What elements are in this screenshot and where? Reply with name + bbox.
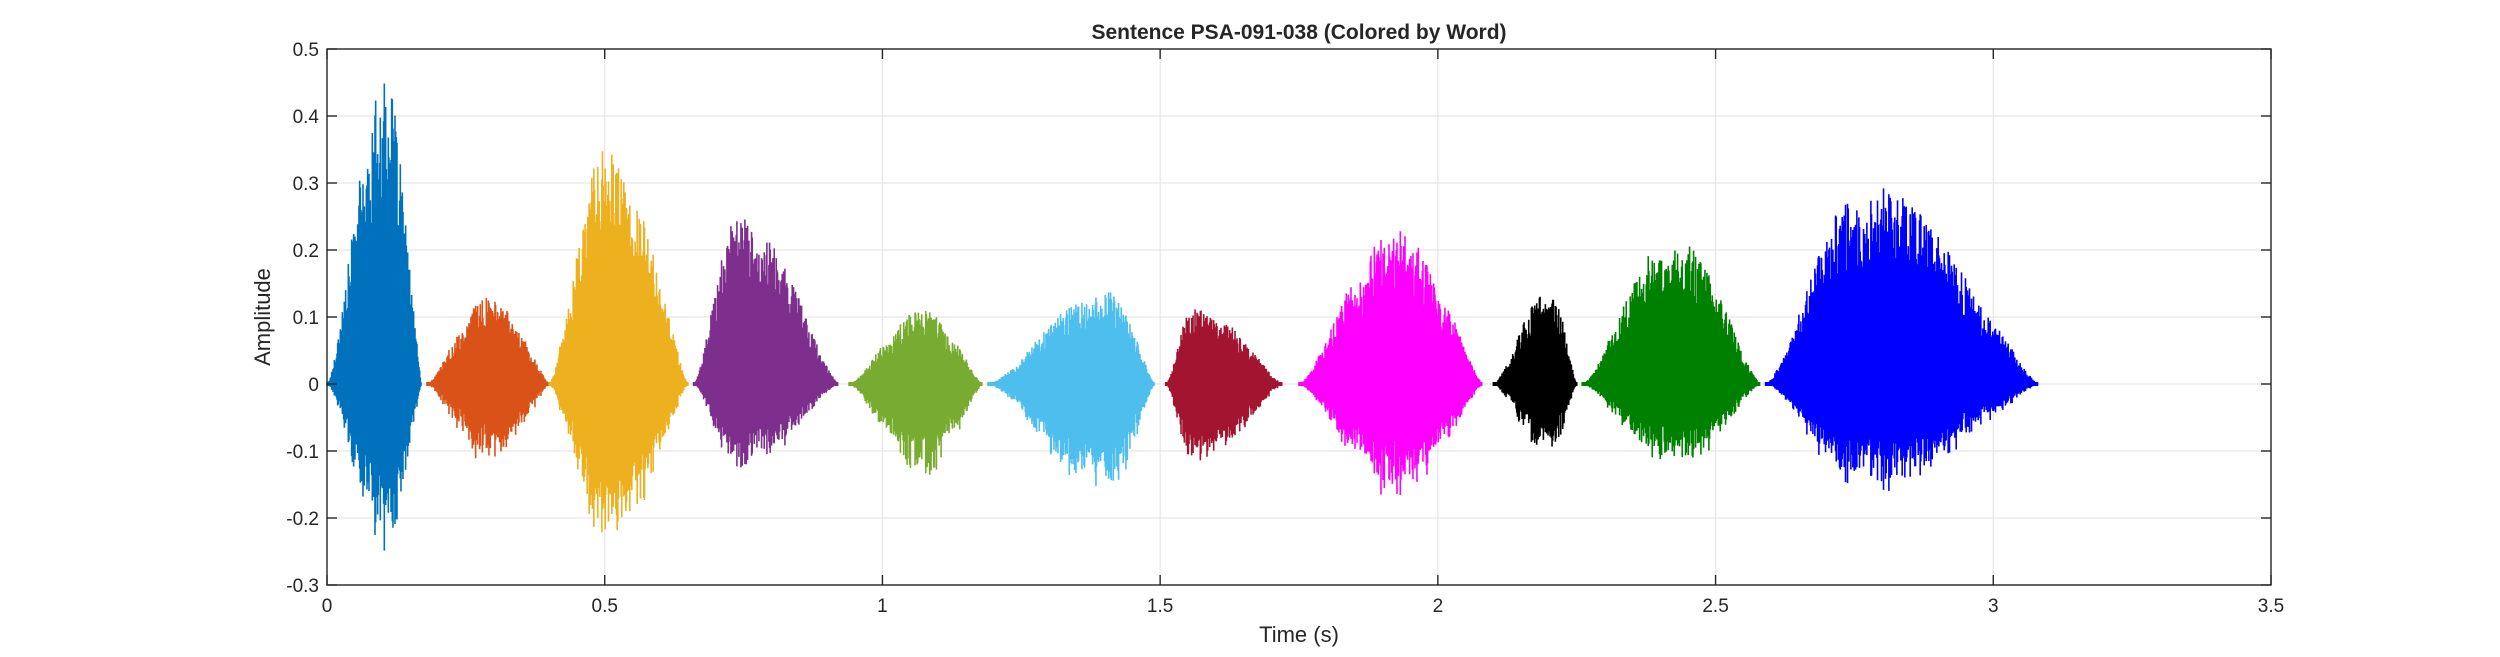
x-tick-label: 2.5 xyxy=(1702,596,1728,617)
x-tick-label: 1.5 xyxy=(1147,596,1173,617)
y-tick-label: 0.2 xyxy=(293,241,319,262)
y-axis-ticks: -0.3 -0.2 -0.1 0 0.1 0.2 0.3 0.4 0.5 xyxy=(286,40,2271,597)
y-tick-label: 0.4 xyxy=(293,107,320,128)
x-tick-label: 3 xyxy=(1988,596,1999,617)
x-tick-label: 0.5 xyxy=(592,596,618,617)
y-tick-label: -0.2 xyxy=(286,509,319,530)
y-tick-label: 0.1 xyxy=(293,308,319,329)
x-tick-label: 3.5 xyxy=(2258,596,2284,617)
x-axis-ticks: 0 0.5 1 1.5 2 2.5 3 3.5 xyxy=(322,49,2284,617)
y-axis-label: Amplitude xyxy=(250,268,275,366)
x-tick-label: 2 xyxy=(1433,596,1444,617)
y-tick-label: 0.3 xyxy=(293,174,319,195)
x-axis-label: Time (s) xyxy=(1259,622,1339,647)
waveform-segment-4 xyxy=(692,219,839,468)
y-tick-label: 0 xyxy=(308,375,319,396)
y-tick-label: -0.3 xyxy=(286,576,319,597)
chart-title: Sentence PSA-091-038 (Colored by Word) xyxy=(1091,21,1506,44)
x-tick-label: 1 xyxy=(877,596,888,617)
waveform-segment-3 xyxy=(548,151,689,533)
y-tick-label: 0.5 xyxy=(293,40,319,61)
waveform-series xyxy=(326,83,2039,551)
y-tick-label: -0.1 xyxy=(286,442,319,463)
x-tick-label: 0 xyxy=(322,596,333,617)
